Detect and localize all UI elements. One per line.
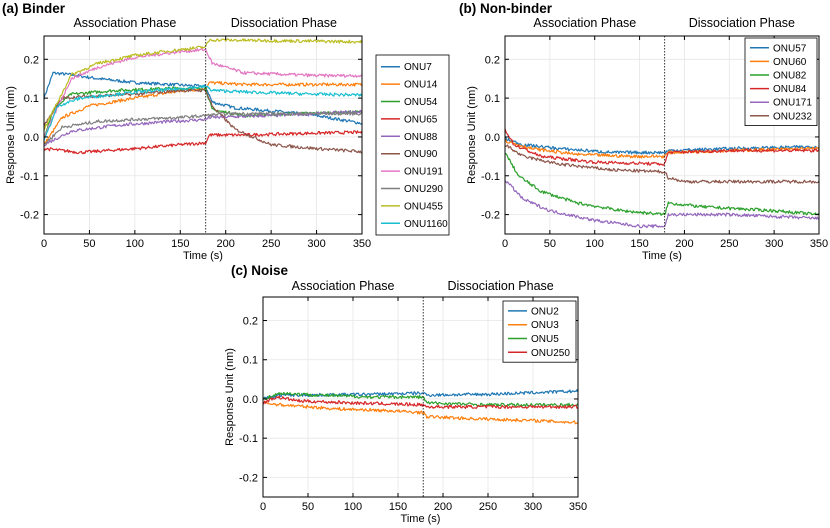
phase-label-dissociation: Dissociation Phase	[689, 16, 795, 30]
y-tick-label: -0.2	[239, 472, 258, 484]
x-tick-label: 300	[765, 238, 783, 250]
axes-frame	[43, 35, 363, 235]
y-tick-label: 0.2	[243, 316, 258, 328]
legend-entry-onu232: ONU232	[773, 111, 812, 122]
x-tick-label: 350	[353, 238, 371, 250]
legend-entry-onu90: ONU90	[404, 149, 438, 160]
legend-box	[744, 37, 818, 126]
legend-entry-onu3: ONU3	[531, 320, 559, 331]
x-tick-label: 250	[479, 501, 497, 513]
legend-entry-onu57: ONU57	[773, 43, 807, 54]
y-axis-label: Response Unit (nm)	[466, 86, 478, 184]
phase-label-association: Association Phase	[292, 279, 395, 293]
x-tick-label: 150	[171, 238, 189, 250]
x-axis-label: Time (s)	[401, 513, 441, 525]
y-tick-label: 0.0	[243, 394, 258, 406]
y-tick-label: 0.1	[24, 93, 39, 105]
series-line-onu88	[43, 109, 363, 147]
x-tick-label: 150	[389, 501, 407, 513]
legend-entry-onu84: ONU84	[773, 84, 807, 95]
chart-title: (c) Noise	[231, 263, 289, 278]
legend-entry-onu5: ONU5	[531, 334, 559, 345]
x-tick-label: 350	[810, 238, 828, 250]
legend-entry-onu65: ONU65	[404, 114, 438, 125]
y-tick-label: -0.1	[20, 171, 39, 183]
x-tick-label: 200	[217, 238, 235, 250]
legend-entry-onu54: ONU54	[404, 97, 438, 108]
series-line-onu90	[43, 88, 363, 154]
phase-label-association: Association Phase	[73, 16, 176, 30]
y-tick-label: -0.2	[481, 210, 500, 222]
series-line-onu232	[504, 144, 820, 184]
legend-entry-onu2: ONU2	[531, 306, 559, 317]
x-tick-label: 250	[262, 238, 280, 250]
y-tick-label: 0.0	[485, 132, 500, 144]
series-line-onu84	[504, 128, 820, 166]
legend-entry-onu455: ONU455	[404, 201, 443, 212]
x-tick-label: 300	[307, 238, 325, 250]
x-tick-label: 0	[502, 238, 508, 250]
x-tick-label: 50	[83, 238, 95, 250]
x-tick-label: 50	[302, 501, 314, 513]
y-tick-label: 0.0	[24, 132, 39, 144]
y-tick-label: 0.2	[24, 54, 39, 66]
x-tick-label: 0	[41, 238, 47, 250]
legend-entry-onu7: ONU7	[404, 62, 432, 73]
y-axis-label: Response Unit (nm)	[5, 86, 17, 184]
legend-entry-onu60: ONU60	[773, 57, 807, 68]
legend-box	[375, 54, 450, 236]
series-line-onu3	[262, 401, 579, 425]
chart-title: (b) Non-binder	[459, 1, 553, 16]
x-tick-label: 100	[344, 501, 362, 513]
x-tick-label: 250	[720, 238, 738, 250]
x-tick-label: 200	[675, 238, 693, 250]
legend-entry-onu88: ONU88	[404, 132, 438, 143]
x-tick-label: 150	[630, 238, 648, 250]
y-tick-label: 0.1	[243, 355, 258, 367]
legend-entry-onu1160: ONU1160	[404, 219, 448, 230]
x-tick-label: 100	[126, 238, 144, 250]
x-tick-label: 50	[544, 238, 556, 250]
x-axis-label: Time (s)	[183, 250, 223, 262]
y-tick-label: -0.1	[239, 433, 258, 445]
x-tick-label: 200	[434, 501, 452, 513]
chart-panel-0: (a) Binder Association Phase Dissociation …	[2, 1, 450, 262]
series-line-onu250	[262, 395, 579, 409]
axes-frame	[504, 35, 820, 235]
x-axis-label: Time (s)	[642, 250, 682, 262]
legend-entry-onu191: ONU191	[404, 167, 443, 178]
x-tick-label: 100	[586, 238, 604, 250]
series-line-onu191	[43, 48, 363, 138]
series-line-onu171	[504, 180, 819, 229]
legend-entry-onu14: ONU14	[404, 80, 438, 91]
series-line-onu65	[43, 130, 363, 155]
series-line-onu82	[504, 153, 820, 216]
y-axis-label: Response Unit (nm)	[224, 348, 236, 446]
x-tick-label: 300	[524, 501, 542, 513]
legend-entry-onu82: ONU82	[773, 71, 807, 82]
x-tick-label: 0	[260, 501, 266, 513]
series-line-onu290	[43, 111, 363, 145]
y-tick-label: 0.2	[485, 54, 500, 66]
legend-entry-onu290: ONU290	[404, 184, 443, 195]
phase-label-dissociation: Dissociation Phase	[231, 16, 337, 30]
chart-title: (a) Binder	[2, 1, 66, 16]
series-line-onu455	[43, 38, 363, 131]
y-tick-label: 0.1	[485, 93, 500, 105]
legend-entry-onu171: ONU171	[773, 98, 812, 109]
legend-entry-onu250: ONU250	[531, 348, 570, 359]
y-tick-label: -0.2	[20, 210, 39, 222]
series-line-onu5	[262, 391, 579, 407]
series-line-onu57	[504, 137, 820, 155]
y-tick-label: -0.1	[481, 171, 500, 183]
series-line-onu1160	[43, 84, 363, 141]
x-tick-label: 350	[569, 501, 587, 513]
phase-label-dissociation: Dissociation Phase	[447, 279, 553, 293]
phase-label-association: Association Phase	[533, 16, 636, 30]
axes-frame	[262, 296, 579, 498]
